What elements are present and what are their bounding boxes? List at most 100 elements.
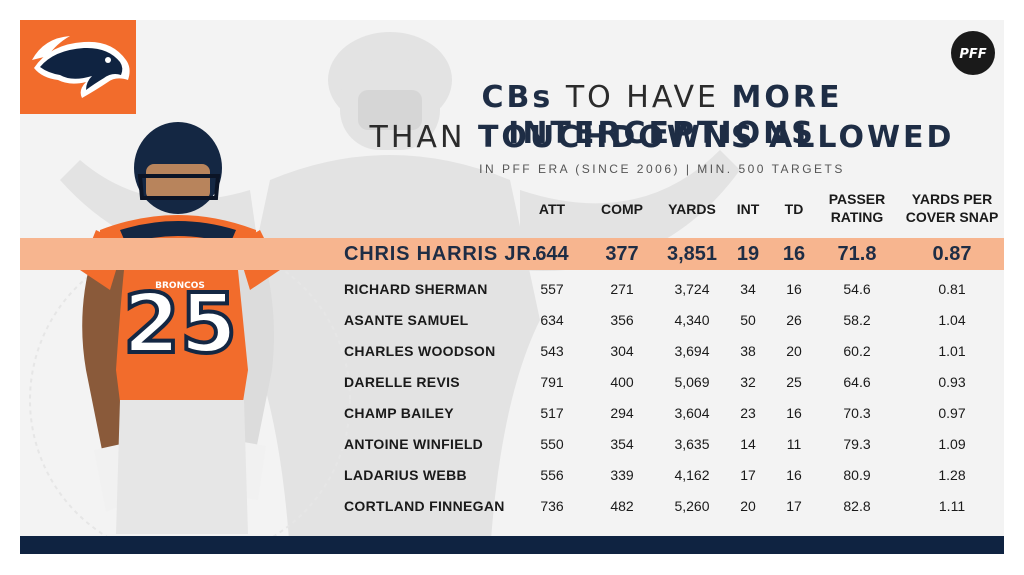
comp-value: 304 <box>610 343 634 359</box>
title-line-1: CBs TO HAVE MORE INTERCEPTIONS <box>322 80 1002 152</box>
td-value: 25 <box>786 374 802 390</box>
table-row: CHRIS HARRIS JR. 644 377 3,851 19 16 71.… <box>0 238 1024 270</box>
ypcs-value: 0.81 <box>938 281 966 297</box>
att-value: 634 <box>540 312 564 328</box>
player-name: RICHARD SHERMAN <box>344 281 488 297</box>
att-value: 791 <box>540 374 564 390</box>
pff-logo-text: PFF <box>959 47 986 62</box>
player-name: CHARLES WOODSON <box>344 343 496 359</box>
title-more-interceptions: MORE INTERCEPTIONS <box>508 80 843 151</box>
table-row: CHARLES WOODSON 543 304 3,694 38 20 60.2… <box>0 339 1024 363</box>
int-value: 19 <box>736 243 760 265</box>
player-name: LADARIUS WEBB <box>344 467 467 483</box>
att-value: 517 <box>540 405 564 421</box>
rating-value: 58.2 <box>843 312 871 328</box>
td-value: 11 <box>786 436 802 452</box>
table-row: ANTOINE WINFIELD 550 354 3,635 14 11 79.… <box>0 432 1024 456</box>
rating-value: 71.8 <box>837 243 877 265</box>
int-value: 14 <box>740 436 756 452</box>
rating-value: 82.8 <box>843 498 871 514</box>
footer-bar <box>20 536 1004 554</box>
comp-value: 271 <box>610 281 634 297</box>
jersey-number: 25 <box>123 277 237 372</box>
player-name: CHAMP BAILEY <box>344 405 454 421</box>
col-header-passer-rating: PASSER RATING <box>824 190 890 226</box>
int-value: 38 <box>740 343 756 359</box>
title-than: THAN <box>369 120 466 155</box>
yards-value: 3,694 <box>674 343 710 359</box>
col-header-yards-per-cover-snap: YARDS PER COVER SNAP <box>904 190 1000 226</box>
col-header-comp: COMP <box>601 201 643 217</box>
rating-value: 70.3 <box>843 405 871 421</box>
att-value: 550 <box>540 436 564 452</box>
int-value: 17 <box>740 467 756 483</box>
ypcs-value: 1.11 <box>938 498 966 514</box>
yards-value: 5,069 <box>674 374 710 390</box>
col-header-td: TD <box>784 201 804 217</box>
subtitle: IN PFF ERA (SINCE 2006) | MIN. 500 TARGE… <box>479 162 845 176</box>
player-name: ASANTE SAMUEL <box>344 312 469 328</box>
int-value: 32 <box>740 374 756 390</box>
rating-value: 79.3 <box>843 436 871 452</box>
table-row: CORTLAND FINNEGAN 736 482 5,260 20 17 82… <box>0 494 1024 518</box>
ypcs-value: 0.97 <box>938 405 966 421</box>
ypcs-value: 1.09 <box>938 436 966 452</box>
yards-value: 4,340 <box>674 312 710 328</box>
yards-value: 3,724 <box>674 281 710 297</box>
pff-logo-icon: PFF <box>951 31 995 75</box>
table-row: ASANTE SAMUEL 634 356 4,340 50 26 58.2 1… <box>0 308 1024 332</box>
table-row: RICHARD SHERMAN 557 271 3,724 34 16 54.6… <box>0 277 1024 301</box>
ypcs-value: 0.87 <box>932 243 972 265</box>
col-header-int: INT <box>736 201 760 217</box>
td-value: 17 <box>786 498 802 514</box>
table-row: DARELLE REVIS 791 400 5,069 32 25 64.6 0… <box>0 370 1024 394</box>
att-value: 557 <box>540 281 564 297</box>
col-header-yards: YARDS <box>668 201 716 217</box>
title-to-have: TO HAVE <box>565 80 719 115</box>
title-cbs: CBs <box>481 80 554 115</box>
col-header-yards-per: YARDS PER <box>911 191 993 207</box>
comp-value: 354 <box>610 436 634 452</box>
att-value: 644 <box>535 243 569 265</box>
td-value: 16 <box>786 405 802 421</box>
comp-value: 400 <box>610 374 634 390</box>
int-value: 34 <box>740 281 756 297</box>
table-row: LADARIUS WEBB 556 339 4,162 17 16 80.9 1… <box>0 463 1024 487</box>
player-name: CHRIS HARRIS JR. <box>344 243 538 265</box>
yards-value: 3,851 <box>666 243 718 265</box>
td-value: 16 <box>782 243 806 265</box>
table-row: CHAMP BAILEY 517 294 3,604 23 16 70.3 0.… <box>0 401 1024 425</box>
td-value: 20 <box>786 343 802 359</box>
highlight-row-bg <box>20 238 1004 270</box>
int-value: 20 <box>740 498 756 514</box>
col-header-att: ATT <box>538 201 566 217</box>
col-header-passer: PASSER <box>828 191 886 207</box>
int-value: 23 <box>740 405 756 421</box>
title-touchdowns-allowed: TOUCHDOWNS ALLOWED <box>477 120 955 155</box>
ypcs-value: 0.93 <box>938 374 966 390</box>
comp-value: 377 <box>605 243 639 265</box>
comp-value: 339 <box>610 467 634 483</box>
rating-value: 64.6 <box>843 374 871 390</box>
player-name: DARELLE REVIS <box>344 374 460 390</box>
col-header-cover-snap: COVER SNAP <box>905 209 999 225</box>
rating-value: 54.6 <box>843 281 871 297</box>
ypcs-value: 1.01 <box>938 343 966 359</box>
att-value: 736 <box>540 498 564 514</box>
jersey-text: BRONCOS <box>155 281 205 291</box>
ypcs-value: 1.28 <box>938 467 966 483</box>
yards-value: 5,260 <box>674 498 710 514</box>
broncos-horse-icon <box>32 36 130 98</box>
td-value: 16 <box>786 281 802 297</box>
comp-value: 294 <box>610 405 634 421</box>
ypcs-value: 1.04 <box>938 312 966 328</box>
td-value: 16 <box>786 467 802 483</box>
comp-value: 482 <box>610 498 634 514</box>
td-value: 26 <box>786 312 802 328</box>
yards-value: 3,604 <box>674 405 710 421</box>
rating-value: 80.9 <box>843 467 871 483</box>
att-value: 543 <box>540 343 564 359</box>
title-line-2: THAN TOUCHDOWNS ALLOWED <box>322 120 1002 156</box>
player-name: CORTLAND FINNEGAN <box>344 498 505 514</box>
col-header-rating: RATING <box>830 209 884 225</box>
